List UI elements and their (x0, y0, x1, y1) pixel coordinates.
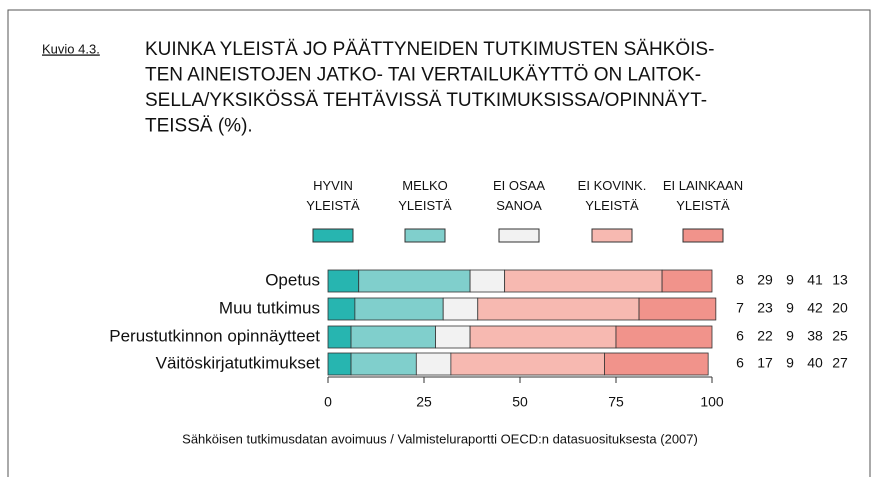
value-label: 7 (736, 300, 744, 316)
value-label: 22 (757, 328, 773, 344)
category-label: Opetus (265, 270, 320, 289)
value-label: 6 (736, 328, 744, 344)
chart-title: KUINKA YLEISTÄ JO PÄÄTTYNEIDEN TUTKIMUST… (145, 39, 714, 60)
legend-label: EI KOVINK. YLEISTÄ (578, 178, 647, 213)
value-label: 9 (786, 300, 794, 316)
x-tick-label: 25 (416, 394, 432, 410)
bar-segment (615, 325, 713, 349)
category-label: Muu tutkimus (219, 298, 320, 317)
legend-label-line: EI KOVINK. (578, 178, 647, 193)
bar-segment (354, 297, 444, 321)
bar-segment (327, 325, 352, 349)
value-label: 23 (757, 300, 773, 316)
bar-segment (469, 269, 506, 293)
value-label: 25 (832, 328, 848, 344)
value-label: 9 (786, 328, 794, 344)
bar-segment (504, 269, 663, 293)
category-label: Väitöskirjatutkimukset (156, 353, 321, 372)
bar-segment (435, 325, 471, 349)
category-label: Perustutkinnon opinnäytteet (109, 326, 320, 345)
legend-label-line: EI OSAA (493, 178, 545, 193)
legend-label-line: HYVIN (313, 178, 353, 193)
x-tick-label: 100 (700, 394, 724, 410)
value-label: 29 (757, 272, 773, 288)
bar-segment (661, 269, 713, 293)
source: Sähköisen tutkimusdatan avoimuus / Valmi… (182, 431, 698, 446)
bar-segment (604, 352, 709, 376)
bar-segment (477, 297, 640, 321)
legend-swatch (591, 228, 633, 243)
legend-label: HYVIN YLEISTÄ (306, 178, 360, 213)
legend-label: MELKO YLEISTÄ (398, 178, 452, 213)
value-label: 17 (757, 355, 773, 371)
bar-segment (358, 269, 471, 293)
legend-label-line: YLEISTÄ (676, 198, 730, 213)
legend-label-line: YLEISTÄ (585, 198, 639, 213)
value-label: 40 (807, 355, 823, 371)
value-label: 9 (786, 272, 794, 288)
bar-segment (442, 297, 479, 321)
chart-title: TEN AINEISTOJEN JATKO- TAI VERTAILUKÄYTT… (145, 65, 701, 86)
bar-segment (327, 269, 360, 293)
bar-segment (350, 352, 417, 376)
legend-label-line: YLEISTÄ (306, 198, 360, 213)
legend-swatch (498, 228, 540, 243)
value-label: 8 (736, 272, 744, 288)
x-tick-label: 0 (324, 394, 332, 410)
value-label: 27 (832, 355, 848, 371)
bar-segment (415, 352, 452, 376)
value-label: 9 (786, 355, 794, 371)
figure-label: Kuvio 4.3. (42, 41, 100, 56)
x-tick-label: 75 (608, 394, 624, 410)
value-label: 38 (807, 328, 823, 344)
legend-label-line: YLEISTÄ (398, 198, 452, 213)
legend-label-line: MELKO (402, 178, 448, 193)
legend-label-line: SANOA (496, 198, 542, 213)
legend-swatch (312, 228, 354, 243)
value-label: 42 (807, 300, 823, 316)
legend-swatch (404, 228, 446, 243)
bar-segment (638, 297, 717, 321)
bar-segment (469, 325, 617, 349)
value-label: 6 (736, 355, 744, 371)
x-tick-label: 50 (512, 394, 528, 410)
chart-title: TEISSÄ (%). (145, 116, 253, 137)
legend-label: EI OSAA SANOA (493, 178, 545, 213)
value-label: 41 (807, 272, 823, 288)
bar-segment (327, 352, 352, 376)
legend-label: EI LAINKAAN YLEISTÄ (663, 178, 743, 213)
bar-segment (350, 325, 436, 349)
frame (7, 9, 871, 477)
chart-title: SELLA/YKSIKÖSSÄ TEHTÄVISSÄ TUTKIMUKSISSA… (145, 90, 707, 111)
value-label: 13 (832, 272, 848, 288)
bar-segment (327, 297, 356, 321)
legend-label-line: EI LAINKAAN (663, 178, 743, 193)
legend-swatch (682, 228, 724, 243)
value-label: 20 (832, 300, 848, 316)
bar-segment (450, 352, 605, 376)
